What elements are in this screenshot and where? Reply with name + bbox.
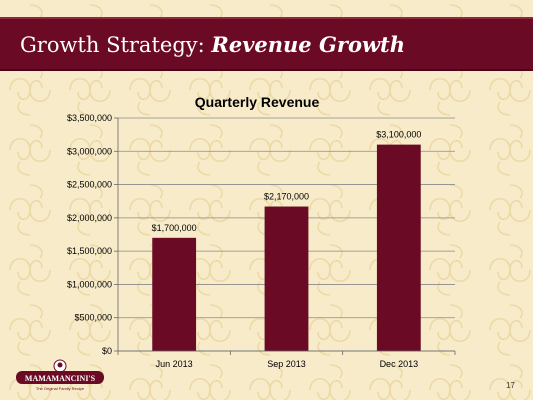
logo-text: MAMAMANCINI'S [25,374,96,383]
data-label: $3,100,000 [376,130,421,140]
y-tick-label: $2,500,000 [67,180,112,190]
slide-title-emphasis: Revenue Growth [211,32,406,57]
y-tick-label: $1,500,000 [67,246,112,256]
company-logo: MAMAMANCINI'S The Original Family Recipe [16,359,104,391]
y-tick-label: $1,000,000 [67,279,112,289]
bar [152,237,197,351]
x-tick-label: Jun 2013 [156,359,193,369]
title-band: Growth Strategy: Revenue Growth [0,17,533,71]
bar [264,206,309,351]
y-tick-label: $2,000,000 [67,213,112,223]
page-number: 17 [506,381,515,390]
data-label: $2,170,000 [264,192,309,202]
chart-title: Quarterly Revenue [195,94,320,110]
slide-title-prefix: Growth Strategy: [20,33,212,57]
y-tick-label: $3,000,000 [67,146,112,156]
logo-tagline: The Original Family Recipe [36,386,85,391]
y-tick-label: $0 [102,346,112,356]
x-tick-label: Sep 2013 [267,359,306,369]
bar [376,144,421,351]
x-tick-label: Dec 2013 [380,359,419,369]
data-label: $1,700,000 [152,223,197,233]
y-tick-label: $3,500,000 [67,113,112,123]
y-tick-label: $500,000 [74,313,112,323]
slide-title: Growth Strategy: Revenue Growth [20,32,405,57]
